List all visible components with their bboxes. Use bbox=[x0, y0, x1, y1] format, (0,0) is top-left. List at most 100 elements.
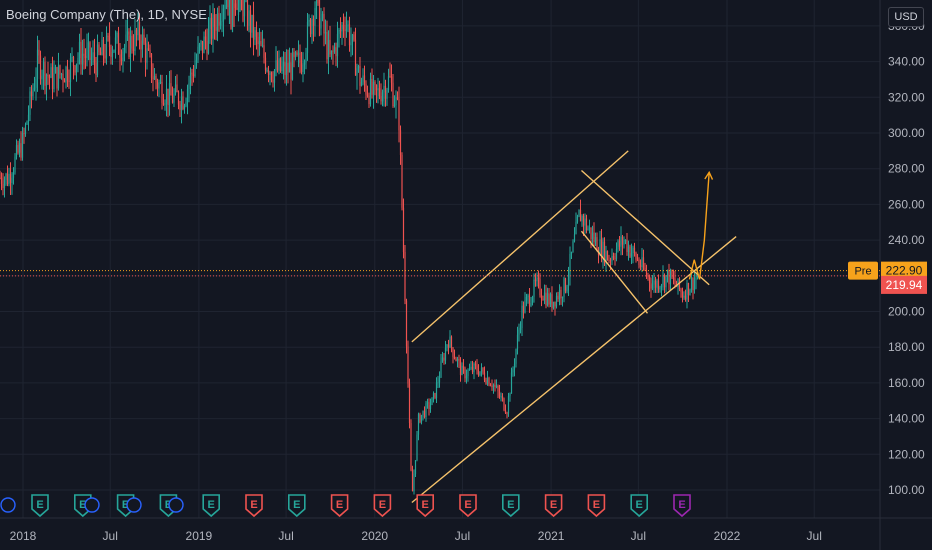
candle-body bbox=[6, 173, 9, 185]
candle-body bbox=[440, 361, 442, 378]
earnings-markers[interactable]: EEEEEEEEEEEEEEEE bbox=[0, 494, 691, 518]
x-axis[interactable]: 2018 Jul 2019 Jul 2020 Jul 2021 Jul 2022 Jul bbox=[0, 517, 932, 543]
earnings-marker[interactable]: E bbox=[373, 494, 392, 518]
earnings-shield-icon[interactable] bbox=[673, 494, 691, 518]
x-tick-label: Jul bbox=[278, 529, 293, 543]
candle-body bbox=[321, 13, 324, 19]
y-tick-label: 260.00 bbox=[888, 197, 925, 211]
earnings-shield-icon[interactable] bbox=[459, 494, 477, 518]
candle-body bbox=[168, 83, 171, 106]
earnings-marker[interactable]: E bbox=[502, 494, 520, 518]
candle-body bbox=[35, 78, 37, 88]
candle-body bbox=[327, 40, 330, 60]
candle-body bbox=[144, 43, 147, 63]
candle-body bbox=[386, 90, 388, 99]
candle-body bbox=[84, 55, 87, 59]
candle-body bbox=[257, 36, 259, 45]
earnings-shield-icon[interactable] bbox=[373, 494, 392, 518]
candle-body bbox=[366, 94, 369, 96]
earnings-shield-icon[interactable] bbox=[630, 494, 648, 518]
candle-body bbox=[455, 358, 457, 362]
candle-body bbox=[405, 300, 408, 347]
currency-button[interactable]: USD bbox=[888, 7, 924, 27]
x-tick-label: Jul bbox=[631, 529, 646, 543]
earnings-marker[interactable]: E bbox=[630, 494, 648, 518]
earnings-marker[interactable]: E bbox=[673, 494, 691, 518]
earnings-marker[interactable]: E bbox=[544, 494, 563, 518]
candle-body bbox=[419, 414, 421, 423]
candle-body bbox=[74, 65, 76, 73]
earnings-marker[interactable]: E bbox=[330, 494, 349, 518]
candle-body bbox=[107, 35, 109, 37]
earnings-shield-icon[interactable] bbox=[202, 494, 220, 518]
candle-body bbox=[335, 47, 337, 57]
ascending-channel-lower-line bbox=[411, 235, 737, 504]
candle-body bbox=[357, 66, 360, 69]
earnings-shield-icon[interactable] bbox=[245, 494, 263, 518]
candle-body bbox=[536, 277, 538, 282]
candle-body bbox=[627, 246, 630, 253]
candle-body bbox=[690, 277, 693, 290]
candle-body bbox=[291, 52, 294, 80]
projection-path bbox=[688, 172, 710, 280]
candle-body bbox=[234, 3, 237, 8]
earnings-marker[interactable]: E bbox=[31, 494, 49, 518]
dividend-circle-icon[interactable] bbox=[84, 497, 100, 513]
candle-body bbox=[284, 61, 286, 75]
candle-body bbox=[449, 336, 451, 348]
candle-body bbox=[138, 21, 141, 41]
earnings-marker[interactable]: E bbox=[459, 494, 477, 518]
candle-body bbox=[669, 270, 672, 285]
candle-body bbox=[242, 0, 244, 21]
candle-body bbox=[276, 60, 279, 71]
candle-body bbox=[195, 59, 198, 66]
earnings-shield-icon[interactable] bbox=[502, 494, 520, 518]
candle-body bbox=[53, 73, 55, 89]
candle-body bbox=[540, 295, 543, 299]
candle-body bbox=[69, 58, 72, 83]
earnings-marker[interactable]: E bbox=[416, 494, 434, 518]
y-tick-label: 100.00 bbox=[888, 483, 925, 497]
candle-body bbox=[446, 344, 448, 348]
x-tick-label: Jul bbox=[455, 529, 470, 543]
earnings-marker[interactable]: E bbox=[288, 494, 306, 518]
earnings-shield-icon[interactable] bbox=[288, 494, 306, 518]
candle-body bbox=[275, 60, 277, 71]
earnings-marker[interactable]: E bbox=[202, 494, 220, 518]
dividend-circle-icon[interactable] bbox=[0, 497, 16, 513]
candle-body bbox=[233, 0, 235, 27]
candle-body bbox=[122, 51, 124, 62]
candle-body bbox=[609, 260, 612, 262]
candle-body bbox=[132, 48, 135, 52]
candle-body bbox=[39, 55, 42, 80]
candle-body bbox=[93, 52, 96, 63]
earnings-shield-icon[interactable] bbox=[544, 494, 563, 518]
candle-body bbox=[333, 47, 336, 52]
dividend-circle-icon[interactable] bbox=[168, 497, 184, 513]
candle-body bbox=[324, 32, 327, 34]
earnings-shield-icon[interactable] bbox=[330, 494, 349, 518]
candle-body bbox=[314, 7, 316, 26]
candle-body bbox=[624, 240, 627, 242]
earnings-shield-icon[interactable] bbox=[31, 494, 49, 518]
pattern-lines bbox=[411, 150, 737, 504]
candle-body bbox=[390, 76, 393, 83]
dividend-circle-icon[interactable] bbox=[126, 497, 142, 513]
candle-body bbox=[326, 32, 328, 60]
earnings-shield-icon[interactable] bbox=[416, 494, 434, 518]
candle-body bbox=[692, 277, 694, 291]
candle-body bbox=[626, 240, 628, 253]
candle-body bbox=[522, 305, 525, 313]
candle-body bbox=[80, 41, 82, 65]
earnings-marker[interactable]: E bbox=[245, 494, 263, 518]
candle-body bbox=[444, 347, 447, 361]
candle-body bbox=[66, 67, 69, 81]
candle-body bbox=[105, 35, 108, 59]
y-tick-label: 280.00 bbox=[888, 162, 925, 176]
candle-body bbox=[623, 240, 625, 245]
earnings-marker[interactable]: E bbox=[587, 494, 606, 518]
candle-body bbox=[146, 48, 148, 63]
earnings-shield-icon[interactable] bbox=[587, 494, 606, 518]
candle-body bbox=[602, 241, 604, 259]
